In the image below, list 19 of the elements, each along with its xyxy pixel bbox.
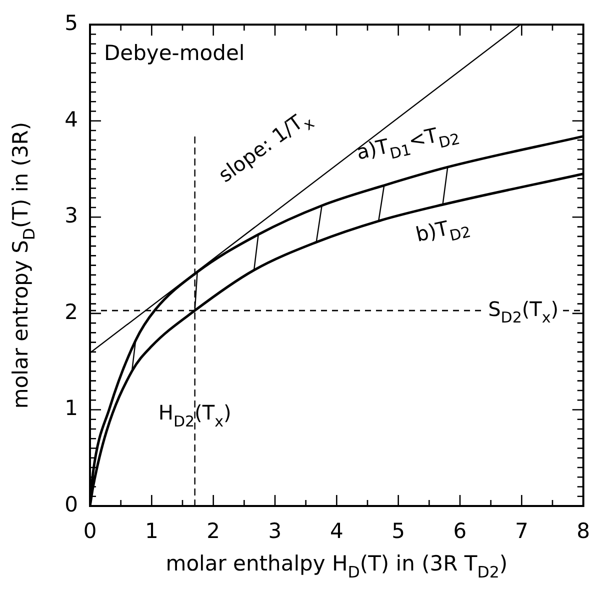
y-tick-label: 1 — [64, 396, 78, 420]
y-axis-title: molar entropy SD(T) in (3R) — [8, 122, 38, 409]
x-tick-label: 8 — [576, 519, 590, 544]
x-tick-label: 4 — [330, 519, 344, 544]
y-tick-label: 4 — [64, 107, 78, 132]
annotation: Debye-model — [104, 41, 245, 66]
y-tick-label: 0 — [64, 492, 78, 516]
y-tick-label: 2 — [64, 300, 78, 324]
x-tick-label: 7 — [514, 519, 528, 544]
x-tick-label: 2 — [206, 519, 220, 544]
x-tick-label: 1 — [144, 519, 158, 544]
x-tick-label: 6 — [453, 519, 467, 544]
x-tick-label: 3 — [268, 519, 282, 544]
x-tick-label: 0 — [83, 519, 97, 544]
y-tick-label: 3 — [64, 204, 78, 228]
text: b)TD2 — [413, 216, 472, 246]
x-tick-label: 5 — [392, 519, 406, 544]
text: a)TD1<TD2 — [354, 122, 462, 164]
y-tick-label: 5 — [64, 11, 78, 36]
